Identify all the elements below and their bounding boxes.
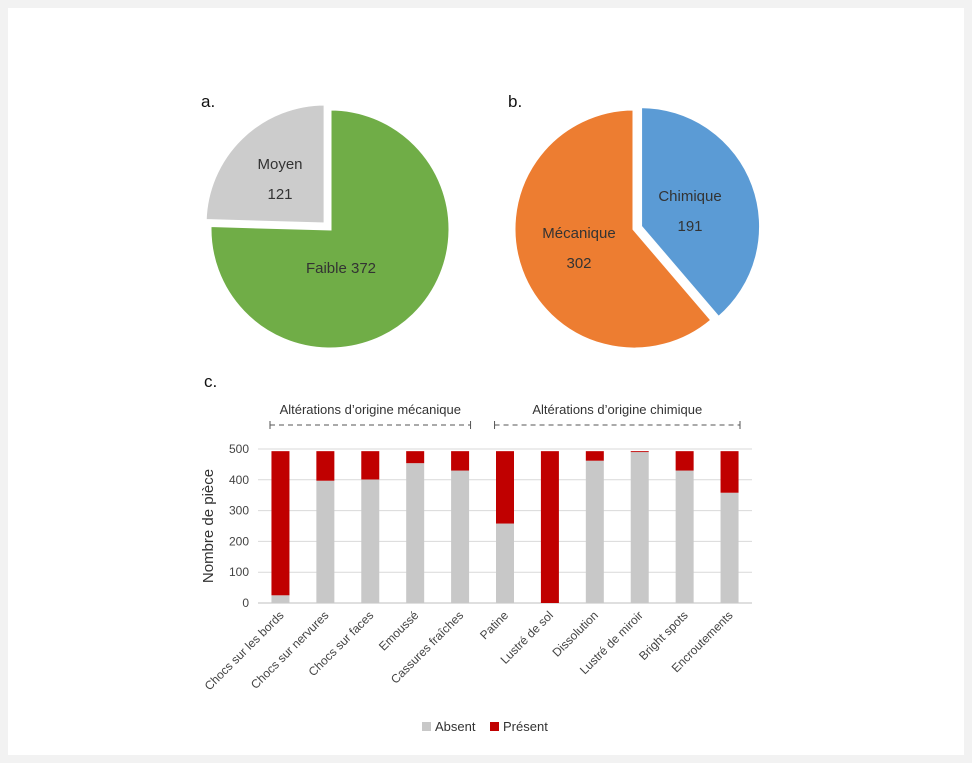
- legend-label-present: Présent: [503, 719, 548, 734]
- bar-present-encroutements: [720, 451, 739, 493]
- bar-present-bright-spots: [675, 451, 694, 471]
- group-label: Altérations d’origine mécanique: [280, 402, 461, 417]
- bar-absent-chocs-sur-nervures: [316, 480, 335, 603]
- bar-absent-encroutements: [720, 492, 739, 603]
- bar-absent-chocs-sur-les-bords: [271, 595, 290, 603]
- pie-value-mecanique: 302: [566, 255, 591, 272]
- x-tick-label: Chocs sur nervures: [248, 608, 331, 691]
- bar-present-chocs-sur-nervures: [316, 451, 335, 481]
- bar-absent-patine: [496, 523, 514, 603]
- y-tick-label: 400: [229, 473, 249, 487]
- panel-label-a: a.: [201, 92, 215, 111]
- bar-present-chocs-sur-les-bords: [271, 451, 290, 596]
- y-tick-label: 200: [229, 534, 249, 548]
- pie-slice-mecanique: [512, 107, 715, 351]
- bar-absent-lustre-de-miroir: [630, 452, 649, 603]
- bar-absent-dissolution: [585, 460, 604, 603]
- group-bracket-1: [269, 421, 472, 429]
- pie-chart-b: Chimique 191 Mécanique 302: [512, 105, 763, 351]
- bar-absent-chocs-sur-faces: [361, 479, 380, 603]
- pie-label-chimique: Chimique: [658, 188, 721, 205]
- pie-label-mecanique: Mécanique: [542, 225, 615, 242]
- pie-slice-faible: [208, 107, 452, 351]
- y-tick-label: 300: [229, 504, 249, 518]
- bar-present-cassures-fraiches: [451, 451, 470, 471]
- x-tick-label: Emoussé: [376, 608, 422, 654]
- bar-chart-c: 0 100 200 300 400 500 Chocs sur les bordsChocs…: [202, 402, 752, 734]
- bar-present-dissolution: [585, 451, 604, 461]
- y-tick-label: 0: [242, 596, 249, 610]
- legend-swatch-absent: [422, 722, 431, 731]
- pie-value-chimique: 191: [677, 218, 702, 235]
- group-bracket-2: [494, 421, 741, 429]
- pie-chart-a: Faible 372 Moyen 121: [203, 102, 452, 351]
- pie-slice-chimique: [639, 105, 763, 320]
- panel-label-c: c.: [204, 372, 217, 391]
- y-tick-label: 100: [229, 565, 249, 579]
- bar-present-chocs-sur-faces: [361, 451, 380, 480]
- bar-present-patine: [496, 451, 514, 524]
- pie-label-moyen: Moyen: [257, 156, 302, 173]
- legend-swatch-present: [490, 722, 499, 731]
- bar-present-lustre-de-miroir: [630, 451, 649, 453]
- bar-absent-bright-spots: [675, 470, 694, 603]
- pie-label-faible: Faible 372: [306, 260, 376, 277]
- figure-frame: a. Faible 372 Moyen 121 b. Chimique 191 Méca…: [8, 8, 964, 755]
- pie-value-moyen: 121: [267, 186, 292, 203]
- pie-slice-moyen: [203, 102, 327, 226]
- bar-absent-emousse: [406, 463, 425, 603]
- x-tick-label: Patine: [477, 608, 511, 642]
- legend-label-absent: Absent: [435, 719, 476, 734]
- group-label: Altérations d’origine chimique: [532, 402, 702, 417]
- panel-label-b: b.: [508, 92, 522, 111]
- x-tick-label: Chocs sur les bords: [202, 608, 287, 693]
- bar-present-lustre-de-sol: [540, 451, 559, 603]
- bar-present-emousse: [406, 451, 425, 464]
- bar-absent-cassures-fraiches: [451, 470, 470, 603]
- y-tick-label: 500: [229, 442, 249, 456]
- figure: a. Faible 372 Moyen 121 b. Chimique 191 Méca…: [200, 92, 763, 734]
- y-axis-label: Nombre de pièce: [200, 469, 217, 583]
